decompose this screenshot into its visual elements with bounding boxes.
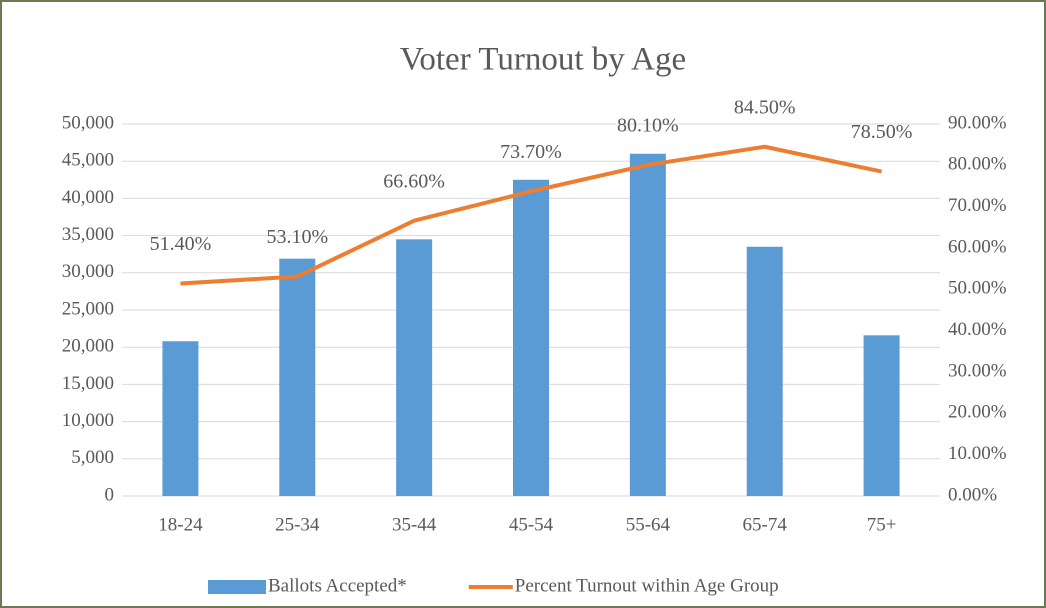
y-tick-label: 30,000 xyxy=(62,261,114,282)
y2-tick-label: 50.00% xyxy=(948,278,1007,299)
y-tick-label: 5,000 xyxy=(71,447,114,468)
x-tick-label: 18-24 xyxy=(158,514,203,535)
y-tick-label: 20,000 xyxy=(62,336,114,357)
y-tick-label: 25,000 xyxy=(62,298,114,319)
y2-tick-label: 80.00% xyxy=(948,154,1007,175)
y2-tick-label: 90.00% xyxy=(948,112,1007,133)
y-tick-label: 45,000 xyxy=(62,150,114,171)
data-label: 80.10% xyxy=(617,115,679,137)
y2-tick-label: 60.00% xyxy=(948,236,1007,257)
data-label: 66.60% xyxy=(383,170,445,192)
y2-tick-label: 20.00% xyxy=(948,402,1007,423)
data-label: 53.10% xyxy=(266,226,328,248)
x-tick-label: 55-64 xyxy=(626,514,671,535)
y2-tick-label: 10.00% xyxy=(948,443,1007,464)
chart-title: Voter Turnout by Age xyxy=(400,42,686,78)
data-label: 78.50% xyxy=(851,121,913,143)
x-tick-label: 45-54 xyxy=(509,514,554,535)
y-tick-label: 35,000 xyxy=(62,224,114,245)
line xyxy=(180,144,882,286)
bar xyxy=(629,153,666,496)
y2-tick-label: 30.00% xyxy=(948,360,1007,381)
bar xyxy=(863,335,900,496)
y-tick-label: 50,000 xyxy=(62,112,114,133)
y2-tick-label: 40.00% xyxy=(948,319,1007,340)
x-tick-label: 75+ xyxy=(867,514,897,535)
bar xyxy=(279,258,316,496)
bar xyxy=(513,179,549,497)
bar xyxy=(162,341,199,496)
data-label: 73.70% xyxy=(500,141,562,163)
y-tick-label: 0 xyxy=(105,484,115,505)
y2-tick-label: 0.00% xyxy=(948,484,997,505)
y-tick-label: 15,000 xyxy=(62,373,114,394)
bar xyxy=(746,246,783,496)
legend-swatch xyxy=(208,580,266,594)
data-label: 51.40% xyxy=(150,233,212,255)
x-tick-label: 25-34 xyxy=(275,514,320,535)
x-tick-label: 35-44 xyxy=(392,514,437,535)
legend-label: Ballots Accepted* xyxy=(268,575,407,596)
y2-tick-label: 70.00% xyxy=(948,195,1007,216)
y-tick-label: 10,000 xyxy=(62,410,114,431)
bar xyxy=(396,239,433,496)
y-tick-label: 40,000 xyxy=(62,187,114,208)
x-tick-label: 65-74 xyxy=(743,514,788,535)
data-label: 84.50% xyxy=(734,96,796,118)
legend-label: Percent Turnout within Age Group xyxy=(515,575,779,596)
